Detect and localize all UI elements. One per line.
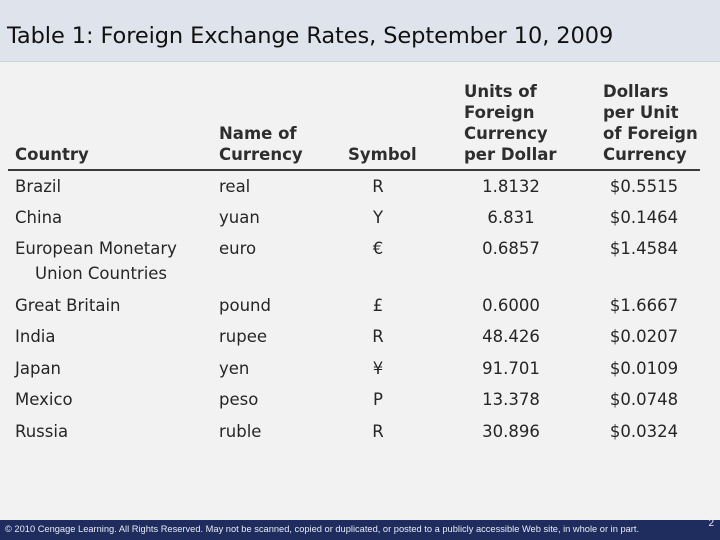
dollars-per-unit-cell: $0.0109 [609, 359, 679, 378]
dollars-per-unit-cell: $0.0748 [609, 390, 679, 409]
units-per-dollar-cell: 91.701 [482, 359, 540, 378]
currency-name-cell: ruble [219, 422, 262, 441]
dollars-per-unit-cell: $0.0324 [609, 422, 679, 441]
units-per-dollar-cell: 13.378 [482, 390, 540, 409]
currency-name-cell: peso [219, 390, 259, 409]
country-cell: Mexico [15, 390, 73, 409]
units-per-dollar-cell: 48.426 [482, 327, 540, 346]
units-per-dollar-cell: 0.6857 [482, 239, 540, 258]
currency-name-cell: rupee [219, 327, 268, 346]
currency-name-cell: yuan [219, 208, 260, 227]
page-number: 2 [708, 518, 714, 529]
header-units-per-dollar: Currency [464, 124, 548, 143]
slide-title: Table 1: Foreign Exchange Rates, Septemb… [7, 23, 614, 49]
symbol-cell: R [372, 327, 384, 346]
header-rule [8, 169, 700, 171]
header-dollars-per-unit: Currency [603, 145, 687, 164]
currency-name-cell: pound [219, 296, 271, 315]
country-cell: Great Britain [15, 296, 121, 315]
header-dollars-per-unit: of Foreign [603, 124, 698, 143]
dollars-per-unit-cell: $0.1464 [609, 208, 679, 227]
country-cell: European Monetary [15, 239, 177, 258]
header-currency-name: Name of [219, 124, 297, 143]
header-units-per-dollar: Foreign [464, 103, 535, 122]
symbol-cell: £ [372, 296, 384, 315]
dollars-per-unit-cell: $0.0207 [609, 327, 679, 346]
units-per-dollar-cell: 6.831 [487, 208, 535, 227]
title-bar: Table 1: Foreign Exchange Rates, Septemb… [0, 0, 720, 62]
symbol-cell: Y [372, 208, 384, 227]
header-units-per-dollar: Units of [464, 82, 537, 101]
country-cell: India [15, 327, 56, 346]
symbol-cell: R [372, 177, 384, 196]
symbol-cell: P [373, 390, 383, 409]
symbol-cell: ¥ [372, 359, 384, 378]
header-units-per-dollar: per Dollar [464, 145, 557, 164]
header-dollars-per-unit: Dollars [603, 82, 669, 101]
header-currency-name: Currency [219, 145, 303, 164]
currency-name-cell: real [219, 177, 251, 196]
copyright-notice: © 2010 Cengage Learning. All Rights Rese… [5, 524, 640, 534]
symbol-cell: € [372, 239, 384, 258]
currency-name-cell: yen [219, 359, 250, 378]
country-cell: China [15, 208, 63, 227]
country-cell: Russia [15, 422, 69, 441]
symbol-cell: R [372, 422, 384, 441]
dollars-per-unit-cell: $1.4584 [609, 239, 679, 258]
currency-name-cell: euro [219, 239, 257, 258]
country-cell: Brazil [15, 177, 62, 196]
header-dollars-per-unit: per Unit [603, 103, 679, 122]
dollars-per-unit-cell: $1.6667 [609, 296, 679, 315]
country-cell: Japan [15, 359, 62, 378]
units-per-dollar-cell: 30.896 [482, 422, 540, 441]
footer-bar: © 2010 Cengage Learning. All Rights Rese… [0, 518, 720, 540]
country-cell: Union Countries [35, 264, 168, 283]
header-symbol: Symbol [348, 145, 417, 164]
units-per-dollar-cell: 0.6000 [482, 296, 540, 315]
units-per-dollar-cell: 1.8132 [482, 177, 540, 196]
dollars-per-unit-cell: $0.5515 [609, 177, 679, 196]
header-country: Country [15, 145, 89, 164]
